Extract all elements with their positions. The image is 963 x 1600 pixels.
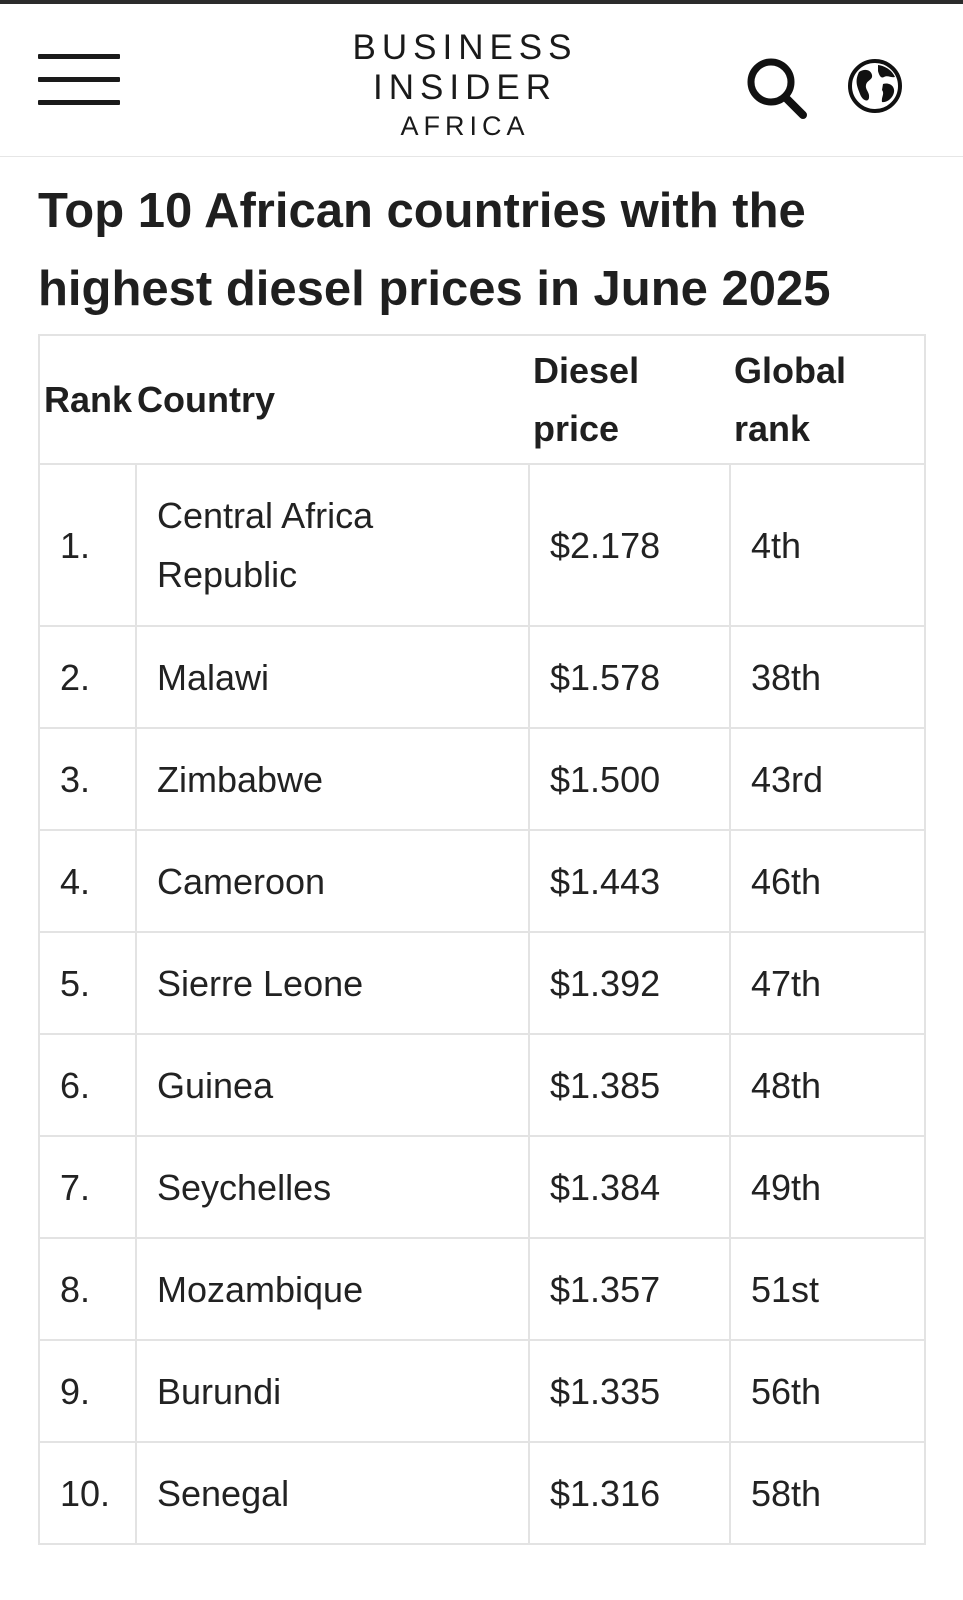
rank-cell: 7. [38, 1135, 137, 1239]
country-cell: Central Africa Republic [135, 463, 530, 627]
country-cell: Guinea [135, 1033, 530, 1137]
business-insider-africa-logo[interactable]: BUSINESS INSIDER AFRICA [330, 28, 600, 144]
price-cell: $2.178 [528, 463, 731, 627]
global-rank-cell: 43rd [729, 727, 926, 831]
header-global-line1: Global [734, 349, 847, 391]
price-cell: $1.443 [528, 829, 731, 933]
table-row: 10. Senegal $1.316 58th [38, 1441, 926, 1545]
price-cell: $1.500 [528, 727, 731, 831]
table-row: 8. Mozambique $1.357 51st [38, 1237, 926, 1341]
rank-cell: 1. [38, 463, 137, 627]
global-rank-cell: 51st [729, 1237, 926, 1341]
menu-bar [38, 100, 120, 105]
logo-line-business: BUSINESS [352, 28, 578, 67]
table-row: 5. Sierre Leone $1.392 47th [38, 931, 926, 1035]
global-rank-cell: 56th [729, 1339, 926, 1443]
country-line1: Central Africa [157, 495, 374, 536]
price-cell: $1.335 [528, 1339, 731, 1443]
table-row: 2. Malawi $1.578 38th [38, 625, 926, 729]
country-cell: Burundi [135, 1339, 530, 1443]
header-global-line2: rank [734, 407, 811, 449]
rank-cell: 2. [38, 625, 137, 729]
price-cell: $1.384 [528, 1135, 731, 1239]
price-cell: $1.357 [528, 1237, 731, 1341]
price-cell: $1.385 [528, 1033, 731, 1137]
table-row: 4. Cameroon $1.443 46th [38, 829, 926, 933]
country-cell: Mozambique [135, 1237, 530, 1341]
global-rank-cell: 47th [729, 931, 926, 1035]
rank-cell: 5. [38, 931, 137, 1035]
menu-bar [38, 77, 120, 82]
search-icon[interactable] [743, 52, 813, 122]
rank-cell: 8. [38, 1237, 137, 1341]
country-cell: Sierre Leone [135, 931, 530, 1035]
header-price-line1: Diesel [533, 349, 640, 391]
header-price-line2: price [533, 407, 620, 449]
menu-bar [38, 54, 120, 59]
global-rank-cell: 58th [729, 1441, 926, 1545]
hamburger-menu-icon[interactable] [38, 54, 120, 112]
table-row: 9. Burundi $1.335 56th [38, 1339, 926, 1443]
global-rank-cell: 48th [729, 1033, 926, 1137]
globe-icon[interactable] [845, 56, 905, 116]
diesel-prices-table: Rank Country Diesel price Global rank 1.… [38, 334, 926, 1545]
top-border [0, 0, 963, 4]
logo-line-insider: INSIDER [373, 68, 557, 107]
table-row: 6. Guinea $1.385 48th [38, 1033, 926, 1137]
global-rank-cell: 4th [729, 463, 926, 627]
global-rank-cell: 38th [729, 625, 926, 729]
country-cell: Zimbabwe [135, 727, 530, 831]
country-cell: Seychelles [135, 1135, 530, 1239]
country-cell: Senegal [135, 1441, 530, 1545]
rank-cell: 3. [38, 727, 137, 831]
country-line2: Republic [157, 554, 298, 595]
global-rank-cell: 49th [729, 1135, 926, 1239]
rank-cell: 4. [38, 829, 137, 933]
table-row: 7. Seychelles $1.384 49th [38, 1135, 926, 1239]
header-global-rank: Global rank [730, 334, 926, 465]
header-rank: Rank [38, 334, 136, 465]
table-row: 3. Zimbabwe $1.500 43rd [38, 727, 926, 831]
price-cell: $1.316 [528, 1441, 731, 1545]
rank-cell: 9. [38, 1339, 137, 1443]
site-header: BUSINESS INSIDER AFRICA [0, 4, 963, 157]
header-diesel-price: Diesel price [529, 334, 730, 465]
global-rank-cell: 46th [729, 829, 926, 933]
rank-cell: 10. [38, 1441, 137, 1545]
table-header-row: Rank Country Diesel price Global rank [38, 334, 926, 465]
country-cell: Malawi [135, 625, 530, 729]
rank-cell: 6. [38, 1033, 137, 1137]
article-title: Top 10 African countries with the highes… [38, 184, 831, 316]
country-cell: Cameroon [135, 829, 530, 933]
logo-line-africa: AFRICA [400, 111, 530, 141]
table-row: 1. Central Africa Republic $2.178 4th [38, 463, 926, 627]
price-cell: $1.578 [528, 625, 731, 729]
price-cell: $1.392 [528, 931, 731, 1035]
header-country: Country [136, 334, 529, 465]
